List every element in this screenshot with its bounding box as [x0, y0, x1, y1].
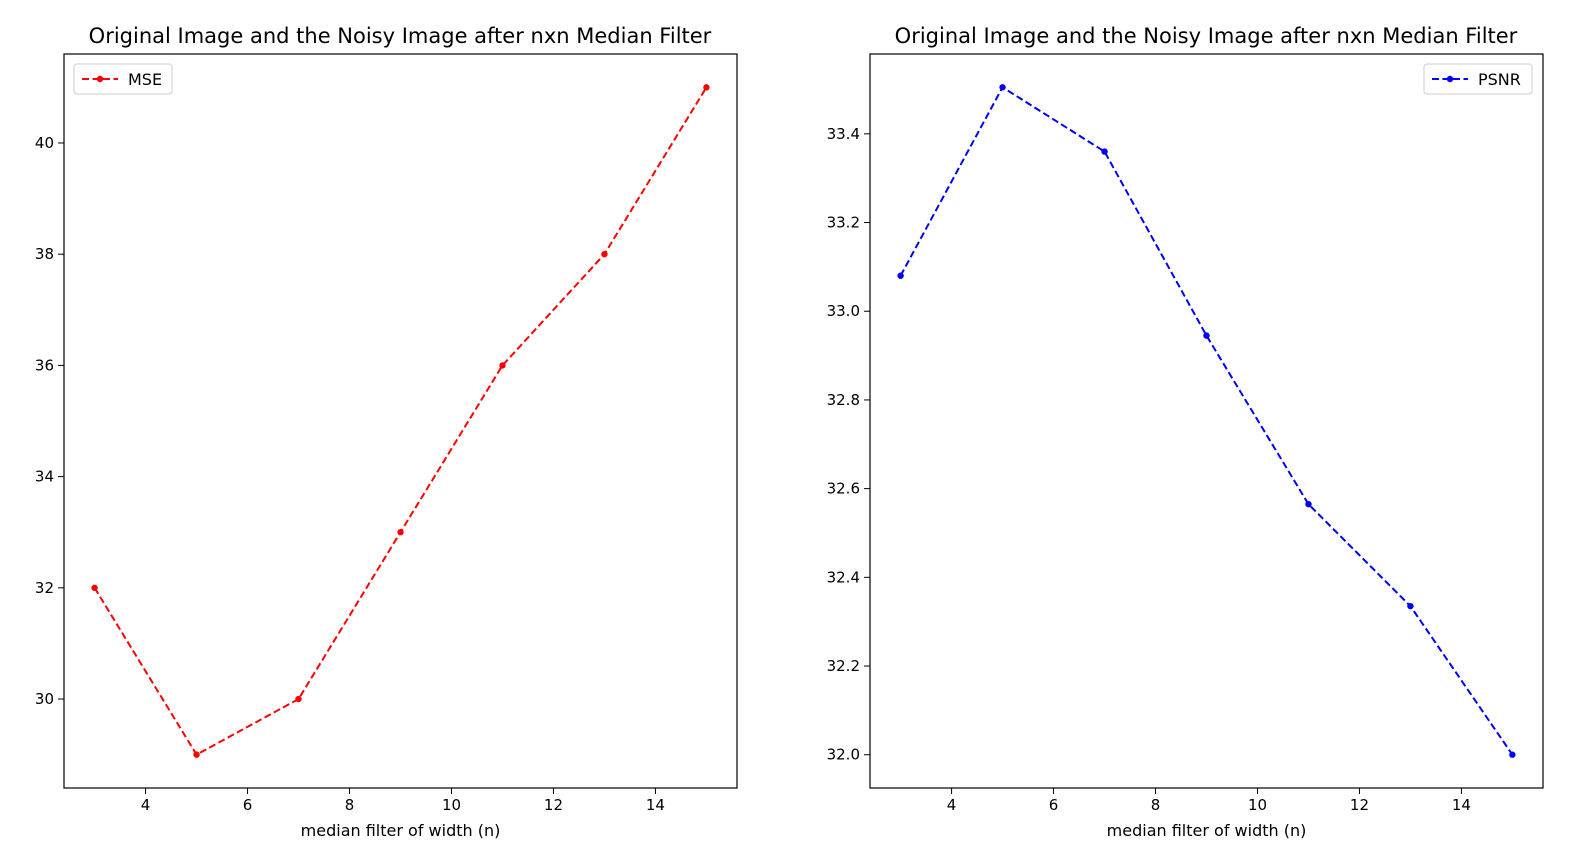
data-point	[1305, 500, 1312, 508]
psnr-chart: Original Image and the Noisy Image after…	[827, 24, 1544, 840]
y-tick-label: 33.0	[827, 302, 860, 320]
data-point	[1203, 332, 1210, 339]
series-line-mse	[93, 86, 708, 756]
legend-box	[73, 63, 173, 95]
legend-marker	[1446, 75, 1454, 83]
legend-label: PSNR	[1478, 70, 1521, 89]
x-tick-label: 10	[1248, 796, 1267, 814]
data-point	[397, 529, 404, 536]
x-axis-label: median filter of width (n)	[1107, 821, 1307, 840]
data-point	[601, 250, 608, 258]
x-tick-label: 8	[345, 796, 355, 814]
y-tick-label: 32.4	[827, 568, 860, 586]
data-point	[999, 84, 1006, 91]
x-tick-label: 14	[1452, 796, 1471, 814]
x-tick-label: 10	[442, 796, 461, 814]
data-point	[91, 584, 98, 592]
data-point	[295, 695, 302, 703]
y-tick-label: 40	[35, 134, 54, 152]
legend-marker	[96, 75, 104, 83]
x-tick-label: 12	[544, 796, 563, 814]
y-tick-label: 32.8	[827, 391, 860, 409]
mse-chart: Original Image and the Noisy Image after…	[35, 24, 738, 840]
data-point	[703, 84, 710, 91]
data-point	[897, 272, 904, 279]
y-tick-label: 33.2	[827, 214, 860, 232]
chart-title: Original Image and the Noisy Image after…	[89, 24, 712, 48]
y-tick-label: 30	[35, 690, 54, 708]
y-tick-label: 32.6	[827, 480, 860, 498]
data-point	[499, 362, 506, 369]
y-tick-label: 33.4	[827, 125, 860, 143]
x-tick-label: 6	[243, 796, 253, 814]
y-tick-label: 34	[35, 468, 54, 486]
x-tick-label: 6	[1049, 796, 1059, 814]
x-tick-label: 12	[1350, 796, 1369, 814]
legend-box	[1423, 63, 1533, 95]
data-point	[193, 751, 200, 758]
data-point	[1407, 602, 1414, 610]
x-axis-label: median filter of width (n)	[301, 821, 501, 840]
x-tick-label: 14	[646, 796, 665, 814]
x-tick-label: 4	[141, 796, 151, 814]
data-point	[1101, 148, 1108, 155]
plot-frame	[869, 53, 1544, 789]
legend-label: MSE	[128, 70, 162, 89]
series-line-psnr	[899, 85, 1514, 756]
y-tick-label: 32	[35, 579, 54, 597]
y-tick-label: 38	[35, 245, 54, 263]
x-tick-label: 8	[1151, 796, 1161, 814]
x-tick-label: 4	[947, 796, 957, 814]
data-point	[1509, 751, 1516, 758]
plot-frame	[63, 53, 738, 789]
y-tick-label: 36	[35, 356, 54, 374]
y-tick-label: 32.2	[827, 657, 860, 675]
chart-title: Original Image and the Noisy Image after…	[895, 24, 1518, 48]
y-tick-label: 32.0	[827, 746, 860, 764]
